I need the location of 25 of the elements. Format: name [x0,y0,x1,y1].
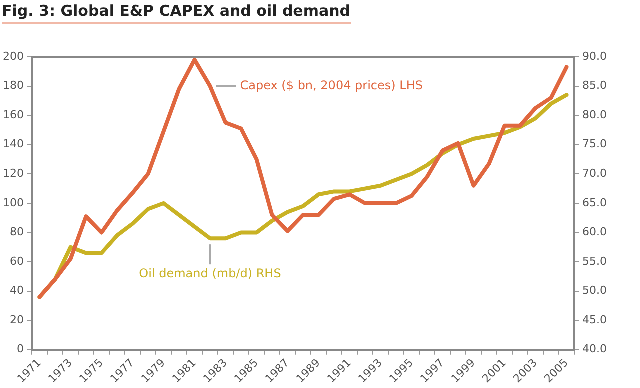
y-tick-label: 80 [10,226,24,239]
y2-tick-label: 80.0 [582,108,608,122]
y2-tick-label: 40.0 [582,342,608,356]
y-tick-label: 60 [10,254,24,268]
y-tick-label: 100 [2,196,24,210]
y2-tick-label: 45.0 [582,313,608,326]
y-tick-label: 180 [2,79,24,92]
y2-tick-label: 75.0 [582,138,608,151]
y2-tick-label: 60.0 [582,226,608,239]
y2-tick-label: 70.0 [582,167,608,180]
y2-tick-label: 85.0 [582,79,608,92]
y-tick-label: 0 [16,342,24,356]
y-tick-label: 160 [2,108,24,122]
y-tick-label: 120 [2,167,24,180]
y2-tick-label: 90.0 [582,50,608,63]
text: Capex ($ bn, 2004 prices) LHS [240,78,423,92]
chart-title: Fig. 3: Global E&P CAPEX and oil demand [2,2,351,24]
y-tick-label: 140 [2,138,24,151]
text: Oil demand (mb/d) RHS [139,266,282,281]
y-tick-label: 40 [10,284,24,298]
y-tick-label: 200 [2,50,24,63]
y2-tick-label: 55.0 [582,254,608,268]
y2-tick-label: 50.0 [582,284,608,298]
y-tick-label: 20 [10,313,24,326]
y2-tick-label: 65.0 [582,196,608,210]
